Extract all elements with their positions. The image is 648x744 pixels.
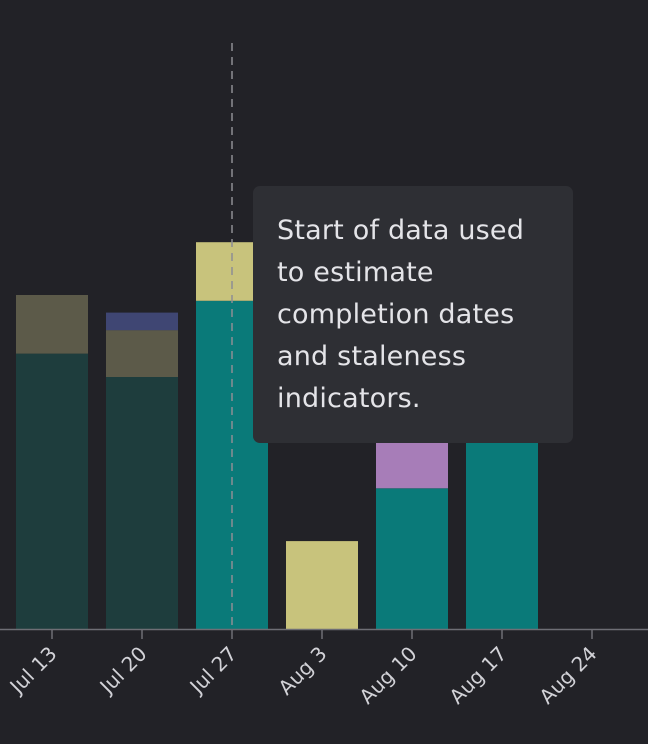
x-axis-ticks: Jul 13 Jul 20 Jul 27 Aug 3 Aug 10 Aug 17 Aug 2…	[4, 629, 602, 709]
x-tick-label: Aug 3	[273, 642, 331, 700]
bar-segment-aug-10-series-1[interactable]	[376, 488, 448, 629]
bar-segment-jul-20-series-1[interactable]	[106, 377, 178, 629]
x-tick-label: Aug 10	[354, 642, 421, 709]
tooltip-line: Start of data used	[277, 215, 525, 246]
bar-segment-jul-13-series-3[interactable]	[16, 295, 88, 354]
bar-segment-jul-20-series-3[interactable]	[106, 330, 178, 377]
bar-segment-jul-20-series-4[interactable]	[106, 312, 178, 331]
tooltip-line: indicators.	[277, 383, 421, 414]
data-start-tooltip: Start of data used to estimate completio…	[253, 186, 573, 443]
bar-segment-jul-13-series-1[interactable]	[16, 353, 88, 629]
x-tick-label: Jul 27	[184, 642, 242, 700]
x-tick-label: Jul 20	[94, 642, 152, 700]
tooltip-line: to estimate	[277, 257, 434, 288]
tooltip-line: completion dates	[277, 299, 515, 330]
x-tick-label: Jul 13	[4, 642, 62, 700]
tooltip-line: and staleness	[277, 341, 467, 372]
bar-segment-aug-3-series-3[interactable]	[286, 541, 358, 629]
x-tick-label: Aug 17	[444, 642, 511, 709]
x-tick-label: Aug 24	[534, 642, 601, 709]
